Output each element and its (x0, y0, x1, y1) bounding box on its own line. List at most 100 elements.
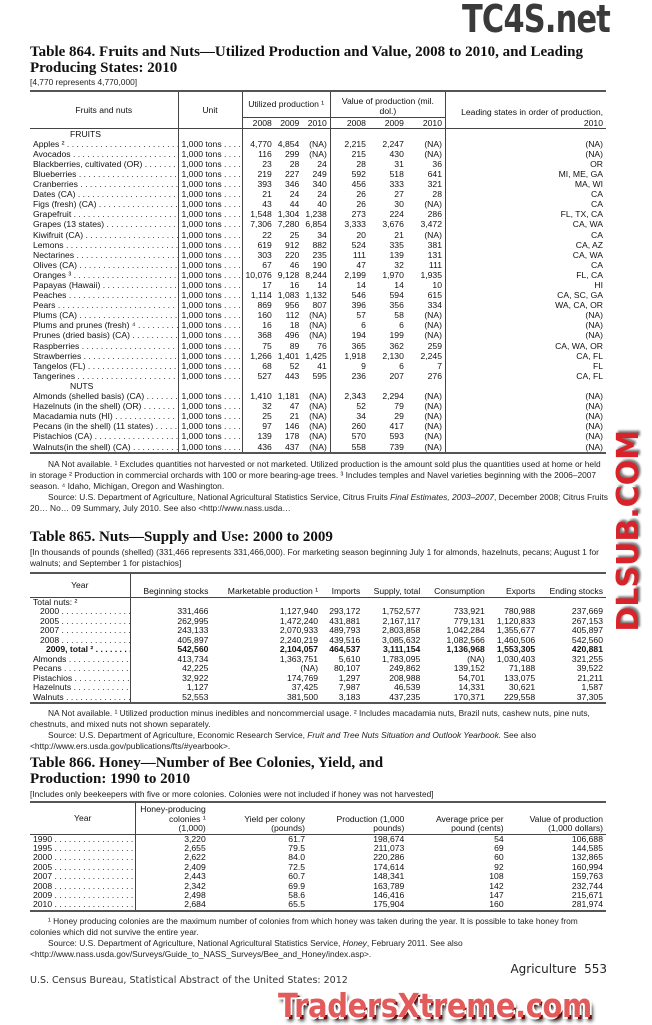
row-label-text: Plums and prunes (fresh) ⁴ (33, 320, 178, 330)
unit-text: 1,000 tons (182, 421, 243, 431)
value-cell: 1,082,566 (446, 634, 485, 645)
row-label: Pistachios (CA) (30, 431, 178, 441)
value-cell: 3,111,154 (382, 644, 421, 654)
unit-cell: 1,000 tons (177, 158, 242, 169)
value-cell: (NA) (424, 148, 442, 159)
value-cell: 464,537 (329, 644, 361, 654)
leading-states-cell: CA (444, 229, 606, 240)
unit-cell: 1,000 tons (177, 189, 242, 200)
empty-cell (241, 128, 275, 139)
unit-cell: 1,000 tons (177, 340, 242, 351)
row-label: 2007 (30, 872, 136, 881)
value-cell: 779,131 (453, 615, 485, 626)
row-label: 2007 (30, 626, 130, 636)
unit-text: 1,000 tons (182, 371, 243, 381)
value-cell: 47 (329, 259, 369, 270)
table-866-notes: ¹ Honey producing colonies are the maxim… (30, 916, 608, 960)
unit-cell: 1,000 tons (177, 138, 242, 149)
leading-states-cell: CA, WA (444, 249, 606, 260)
empty-cell (369, 381, 407, 391)
value-cell: 58 (394, 310, 404, 321)
unit-cell: 1,000 tons (177, 300, 242, 311)
value-cell: 436 (241, 441, 275, 453)
value-cell: 42,225 (129, 663, 212, 674)
table-864-notes: NA Not available. ¹ Excludes quantities … (30, 459, 608, 514)
value-cell: 28 (289, 158, 300, 169)
value-cell: (NA) (424, 310, 442, 321)
empty-cell (275, 128, 303, 139)
value-cell: 26 (329, 189, 369, 200)
value-cell: 69.9 (288, 880, 306, 891)
value-cell: 1,548 (241, 209, 275, 220)
source-rest: , December 2008; Citrus Fruits 20… No… 0… (30, 492, 608, 513)
value-cell: 24 (317, 189, 327, 200)
value-cell: 286 (427, 209, 442, 220)
value-cell: 190 (312, 259, 327, 270)
leading-states-cell: (NA) (444, 441, 606, 453)
value-cell: 1,587 (581, 682, 603, 692)
value-cell: 211,073 (373, 842, 405, 853)
row-label: Pecans (30, 664, 130, 674)
value-cell: 1,410 (241, 391, 275, 402)
value-cell: 262,995 (129, 616, 212, 626)
col-header: Marketable production ¹ (227, 586, 319, 596)
unit-cell: 1,000 tons (177, 391, 242, 402)
table-866-footnote: ¹ Honey producing colonies are the maxim… (30, 916, 578, 937)
value-cell: 346 (284, 179, 300, 190)
value-cell: 32,922 (129, 673, 212, 683)
unit-text: 1,000 tons (182, 330, 243, 340)
leading-states-cell: CA, AZ (444, 239, 606, 250)
row-label: Oranges ³ (30, 270, 178, 280)
source-title: Fruit and Tree Nuts Situation and Outloo… (307, 730, 502, 740)
row-label: Olives (CA) (30, 260, 178, 270)
value-cell: 148,341 (373, 871, 405, 882)
value-cell: 524 (329, 239, 369, 250)
value-cell: 80,107 (333, 663, 361, 673)
unit-cell: 1,000 tons (177, 259, 242, 270)
value-cell: 41 (317, 360, 327, 371)
value-cell: (NA) (300, 663, 319, 673)
value-cell: 58.6 (288, 889, 306, 900)
value-cell: 21 (394, 229, 404, 240)
value-cell: 65.5 (288, 899, 306, 910)
row-label: Hazelnuts (30, 683, 130, 693)
table-row: 19952,655 79.5 211,073 69 144,585 (30, 842, 606, 854)
table-865-headnote: [In thousands of pounds (shelled) (331,4… (30, 547, 599, 568)
value-cell: 1,304 (277, 209, 300, 220)
value-cell: 1,042,284 (446, 625, 485, 635)
leading-states-cell: CA, SC, GA (444, 290, 606, 301)
value-cell: 431,881 (329, 615, 361, 626)
unit-text: 1,000 tons (182, 411, 243, 421)
row-label-text: Avocados (33, 149, 178, 159)
col-header: Yield per colony (pounds) (244, 813, 306, 834)
table-865-source: Source: U.S. Department of Agriculture, … (30, 730, 608, 752)
table-row: Blackberries, cultivated (OR)1,000 tons 2… (30, 158, 606, 169)
value-cell: 60 (494, 852, 504, 863)
unit-cell: 1,000 tons (177, 350, 242, 361)
value-cell: (NA) (309, 138, 327, 149)
value-cell: 456 (329, 179, 369, 190)
table-row: Hazelnuts (in the shell) (OR) 1,000 tons3… (30, 401, 606, 412)
value-cell: 46,539 (393, 682, 421, 692)
value-cell: 2,245 (420, 350, 442, 361)
value-cell: 237,669 (571, 606, 603, 616)
unit-cell: 1,000 tons (177, 280, 242, 291)
table-866-headnote: [Includes only beekeepers with five or m… (30, 789, 434, 799)
value-cell: 147 (489, 889, 504, 900)
value-cell: 198,674 (373, 833, 405, 844)
leading-states-cell: CA, FL (444, 350, 606, 361)
row-label-text: 2008 (40, 636, 130, 645)
row-label: Blackberries, cultivated (OR) (30, 159, 178, 169)
value-cell: 1,918 (329, 350, 369, 361)
value-cell: 1,083 (277, 290, 300, 301)
table-865-footnote: NA Not available. ¹ Utilized production … (30, 708, 590, 729)
value-cell: 24 (317, 158, 327, 169)
value-cell: 72.5 (288, 861, 306, 872)
value-cell: 1,127,940 (279, 606, 319, 616)
leading-states-cell: OR (444, 158, 606, 169)
leading-states-cell: FL, TX, CA (444, 209, 606, 220)
empty-cell (302, 381, 330, 391)
